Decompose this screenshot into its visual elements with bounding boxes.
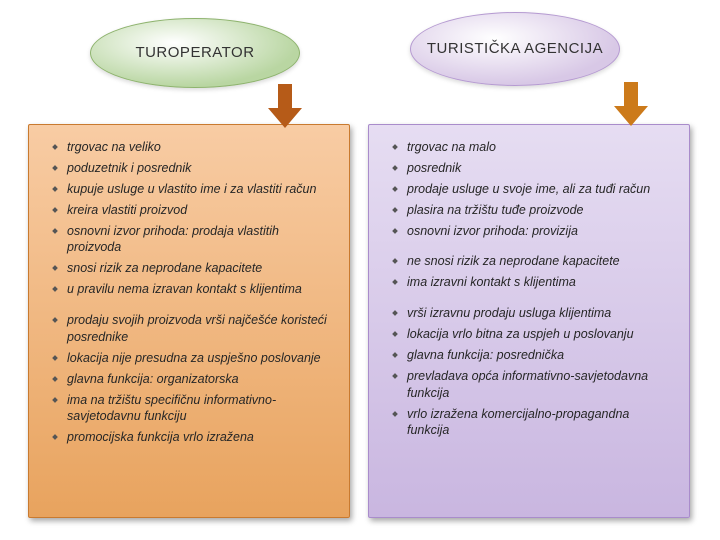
list-item: glavna funkcija: posrednička [393,347,671,364]
turoperator-title: TUROPERATOR [135,44,254,63]
list-item: posrednik [393,160,671,177]
list-item: prodaje usluge u svoje ime, ali za tuđi … [393,181,671,198]
list-item: ima na tržištu specifičnu informativno-s… [53,392,331,426]
list-item: poduzetnik i posrednik [53,160,331,177]
agencija-title-bubble: TURISTIČKA AGENCIJA [410,12,620,86]
agencija-panel: trgovac na malo posrednik prodaje usluge u… [368,124,690,518]
turoperator-panel: trgovac na veliko poduzetnik i posrednik k… [28,124,350,518]
list-item: lokacija nije presudna za uspješno poslo… [53,350,331,367]
list-item: ne snosi rizik za neprodane kapacitete [393,253,671,270]
turoperator-title-bubble: TUROPERATOR [90,18,300,88]
list-item: plasira na tržištu tuđe proizvode [393,202,671,219]
list-item: u pravilu nema izravan kontakt s klijent… [53,281,331,298]
list-item: vrlo izražena komercijalno-propagandna f… [393,406,671,440]
list-item: vrši izravnu prodaju usluga klijentima [393,305,671,322]
list-item: snosi rizik za neprodane kapacitete [53,260,331,277]
agencija-title: TURISTIČKA AGENCIJA [427,40,603,59]
list-item: prodaju svojih proizvoda vrši najčešće k… [53,312,331,346]
agencija-list: trgovac na malo posrednik prodaje usluge u… [393,139,671,439]
list-item: lokacija vrlo bitna za uspjeh u poslovan… [393,326,671,343]
arrow-left [268,84,302,130]
list-item: promocijska funkcija vrlo izražena [53,429,331,446]
list-item: prevladava opća informativno-savjetodavn… [393,368,671,402]
list-item: kreira vlastiti proizvod [53,202,331,219]
list-item: trgovac na veliko [53,139,331,156]
list-item: kupuje usluge u vlastito ime i za vlasti… [53,181,331,198]
list-item: glavna funkcija: organizatorska [53,371,331,388]
list-item: osnovni izvor prihoda: prodaja vlastitih… [53,223,331,257]
list-item: osnovni izvor prihoda: provizija [393,223,671,240]
list-item: trgovac na malo [393,139,671,156]
list-item: ima izravni kontakt s klijentima [393,274,671,291]
arrow-right [614,82,648,128]
turoperator-list: trgovac na veliko poduzetnik i posrednik k… [53,139,331,446]
